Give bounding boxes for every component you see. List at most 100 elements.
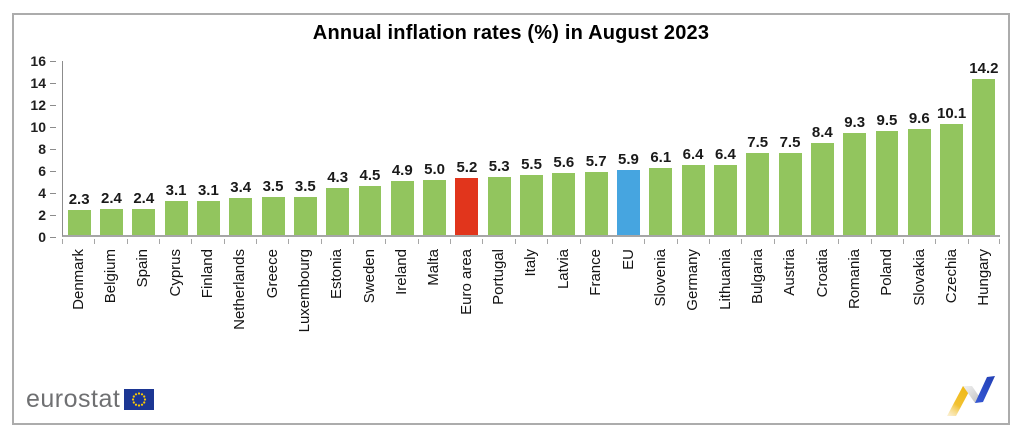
bar-value-label: 3.4 (230, 178, 252, 196)
trend-zigzag-icon (947, 376, 995, 416)
x-label-cell: Ireland (385, 249, 417, 381)
bar-belgium (100, 208, 123, 235)
bar-chart: 0 2 4 6 8 10 12 14 16 2.3 2.4 2.4 3.1 3.1 3.4 3.5 3.5 4.… (22, 54, 1002, 381)
y-tick-label: 2 (38, 207, 46, 223)
bar-value-label: 9.5 (876, 111, 898, 129)
x-tick-mark (288, 239, 290, 244)
x-label-hungary: Hungary (975, 249, 993, 306)
x-label-cell: Sweden (353, 249, 385, 381)
bar-value-label: 5.2 (456, 158, 478, 176)
x-tick-mark (94, 239, 96, 244)
bar-denmark (67, 209, 91, 235)
bar-latvia (552, 173, 576, 235)
bar-slot: 5.2 (451, 61, 483, 235)
x-label-cell: Slovakia (903, 249, 935, 381)
bar-slot: 3.5 (289, 61, 321, 235)
x-tick-mark (644, 239, 646, 244)
x-tick-mark (935, 239, 937, 244)
y-tick-label: 16 (30, 53, 46, 69)
x-label-cell: Estonia (321, 249, 353, 381)
y-tick-mark (50, 61, 56, 62)
eu-flag-icon (124, 389, 155, 410)
x-label-cell: France (580, 249, 612, 381)
bar-slot: 2.4 (128, 61, 160, 235)
x-tick-mark (579, 239, 581, 244)
x-label-cell: Spain (127, 249, 159, 381)
x-label-cell: Hungary (968, 249, 1000, 381)
bar-france (584, 172, 608, 235)
x-tick-mark (870, 239, 872, 244)
x-label-germany: Germany (684, 249, 702, 311)
x-label-ireland: Ireland (393, 249, 411, 295)
eurostat-wordmark: eurostat (26, 385, 121, 413)
x-label-cell: EU (612, 249, 644, 381)
bar-finland (196, 200, 220, 235)
bar-eu (617, 170, 640, 235)
x-label-sweden: Sweden (360, 249, 378, 304)
x-label-estonia: Estonia (328, 249, 346, 300)
bar-netherlands (229, 197, 253, 235)
x-label-austria: Austria (781, 249, 799, 296)
x-label-cell: Italy (515, 249, 547, 381)
bar-bulgaria (746, 152, 770, 235)
x-label-cell: Portugal (482, 249, 514, 381)
x-label-romania: Romania (845, 249, 863, 310)
bar-slot: 3.5 (257, 61, 289, 235)
x-label-czechia: Czechia (942, 249, 960, 304)
x-tick-mark (547, 239, 549, 244)
bar-cyprus (164, 200, 188, 235)
x-label-finland: Finland (199, 249, 217, 299)
x-label-cell: Luxembourg (288, 249, 320, 381)
bar-slot: 8.4 (806, 61, 838, 235)
bar-ireland (390, 181, 414, 235)
bar-slot: 5.3 (483, 61, 515, 235)
x-label-greece: Greece (263, 249, 281, 299)
y-axis: 0 2 4 6 8 10 12 14 16 (22, 54, 56, 244)
x-label-cell: Denmark (62, 249, 94, 381)
bar-slot: 4.5 (354, 61, 386, 235)
bar-slot: 3.4 (225, 61, 257, 235)
bar-slot: 3.1 (192, 61, 224, 235)
x-tick-mark (320, 239, 322, 244)
y-tick-mark (50, 149, 56, 150)
x-label-latvia: Latvia (554, 249, 572, 290)
bar-sweden (358, 185, 382, 235)
bar-slot: 4.3 (322, 61, 354, 235)
bar-euro-area (455, 177, 479, 235)
x-label-cell: Slovenia (644, 249, 676, 381)
x-tick-mark (902, 239, 904, 244)
bar-slovenia (649, 167, 673, 235)
y-tick-label: 12 (30, 97, 46, 113)
x-tick-mark (805, 239, 807, 244)
x-label-italy: Italy (522, 249, 540, 277)
x-label-eu: EU (619, 249, 637, 270)
x-tick-mark (708, 239, 710, 244)
y-tick-mark (50, 83, 56, 84)
x-label-cell: Germany (677, 249, 709, 381)
bar-value-label: 5.0 (424, 161, 446, 178)
y-tick-label: 4 (38, 185, 46, 201)
bar-value-label: 7.5 (747, 133, 769, 151)
x-label-cell: Finland (191, 249, 223, 381)
y-tick-mark (50, 193, 56, 194)
x-label-denmark: Denmark (69, 249, 87, 310)
x-label-cell: Bulgaria (741, 249, 773, 381)
x-tick-mark (385, 239, 387, 244)
x-label-poland: Poland (878, 249, 896, 296)
bar-value-label: 7.5 (779, 133, 801, 151)
x-tick-mark (126, 239, 128, 244)
bar-value-label: 5.5 (521, 155, 542, 173)
bar-austria (778, 152, 802, 235)
x-tick-mark (417, 239, 419, 244)
bar-czechia (940, 123, 964, 235)
bar-slot: 5.0 (418, 61, 450, 235)
bar-value-label: 6.1 (650, 148, 672, 166)
bar-romania (843, 132, 867, 235)
x-label-cyprus: Cyprus (166, 249, 184, 297)
x-tick-mark (353, 239, 355, 244)
x-label-cell: Belgium (94, 249, 126, 381)
x-tick-mark (967, 239, 969, 244)
x-label-bulgaria: Bulgaria (748, 249, 766, 305)
bar-slot: 9.3 (839, 61, 871, 235)
bar-slot: 3.1 (160, 61, 192, 235)
